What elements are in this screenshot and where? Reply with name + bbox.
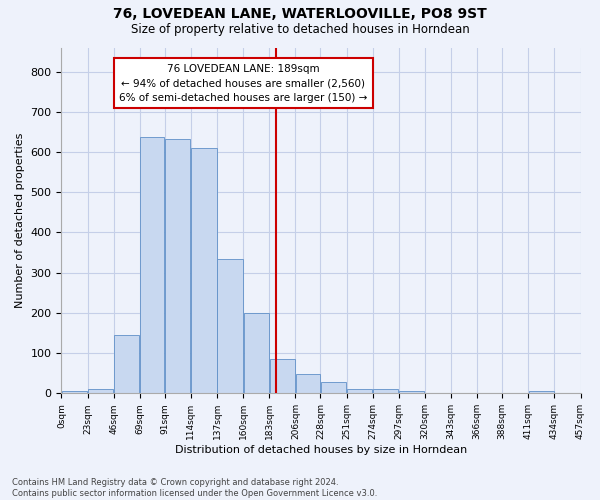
Bar <box>529 392 554 394</box>
Bar <box>296 374 320 394</box>
Bar <box>244 312 269 394</box>
Bar <box>373 389 398 394</box>
Bar <box>114 335 139 394</box>
Y-axis label: Number of detached properties: Number of detached properties <box>15 132 25 308</box>
Text: 76, LOVEDEAN LANE, WATERLOOVILLE, PO8 9ST: 76, LOVEDEAN LANE, WATERLOOVILLE, PO8 9S… <box>113 8 487 22</box>
Bar <box>140 137 164 394</box>
Bar <box>88 390 113 394</box>
Text: Size of property relative to detached houses in Horndean: Size of property relative to detached ho… <box>131 22 469 36</box>
Bar <box>62 392 87 394</box>
Bar <box>217 260 242 394</box>
Bar <box>270 359 295 394</box>
Text: 76 LOVEDEAN LANE: 189sqm
← 94% of detached houses are smaller (2,560)
6% of semi: 76 LOVEDEAN LANE: 189sqm ← 94% of detach… <box>119 64 367 103</box>
Text: Contains HM Land Registry data © Crown copyright and database right 2024.
Contai: Contains HM Land Registry data © Crown c… <box>12 478 377 498</box>
Bar <box>347 388 372 394</box>
Bar <box>191 148 217 394</box>
X-axis label: Distribution of detached houses by size in Horndean: Distribution of detached houses by size … <box>175 445 467 455</box>
Bar <box>321 382 346 394</box>
Bar <box>399 392 424 394</box>
Bar <box>165 139 190 394</box>
